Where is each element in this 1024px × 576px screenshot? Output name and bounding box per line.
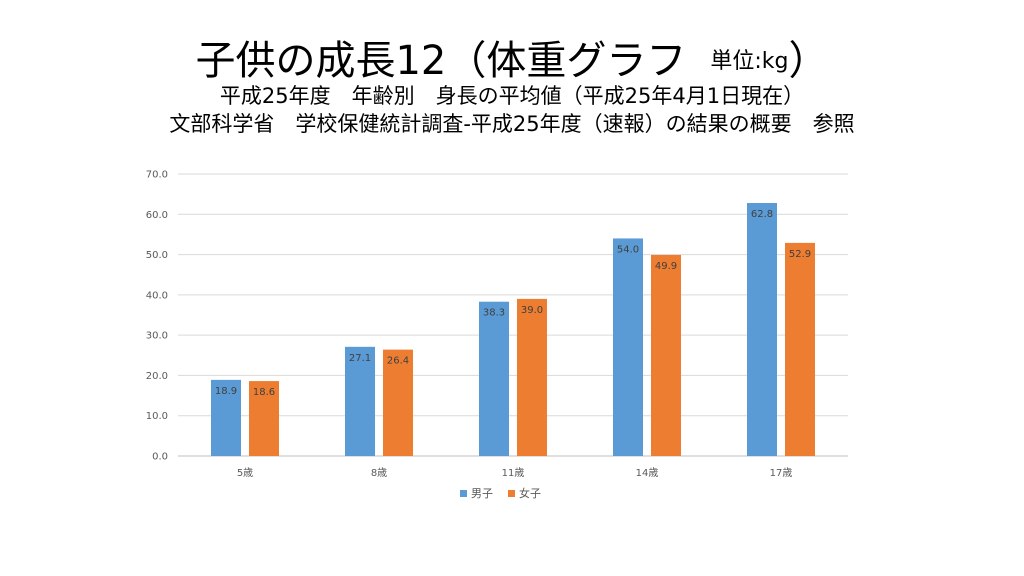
- chart-source: 文部科学省 学校保健統計調査-平成25年度（速報）の結果の概要 参照: [169, 112, 855, 136]
- bar: [345, 346, 375, 456]
- gridlines: [178, 173, 848, 457]
- y-tick-label: 60.0: [146, 210, 168, 221]
- x-tick-label: 5歳: [237, 467, 253, 479]
- y-tick-label: 30.0: [146, 331, 168, 342]
- data-label: 38.3: [483, 308, 505, 319]
- y-tick-label: 10.0: [146, 411, 168, 422]
- legend: 男子 女子: [460, 486, 541, 500]
- bar: [517, 298, 547, 456]
- data-label: 62.8: [751, 209, 773, 220]
- data-label: 27.1: [349, 353, 371, 364]
- bar: [613, 238, 643, 456]
- unit-close-paren: ）: [788, 38, 829, 84]
- bar: [785, 242, 815, 456]
- legend-swatch: [460, 490, 467, 497]
- bar: [383, 349, 413, 456]
- y-axis: 0.0 10.0 20.0 30.0 40.0 50.0 60.0 70.0: [146, 170, 168, 463]
- bars: 18.9 18.6 27.1 26.4 38.3 39.0 54.0 49.9 62.8 52.9: [211, 203, 815, 456]
- data-label: 52.9: [789, 249, 811, 260]
- legend-label: 男子: [471, 487, 493, 500]
- title-line-main: 子供の成長12（体重グラフ 単位:kg）: [0, 28, 1024, 86]
- data-label: 18.6: [253, 387, 275, 398]
- y-tick-label: 0.0: [152, 452, 168, 463]
- data-label: 18.9: [215, 386, 237, 397]
- chart-subtitle: 平成25年度 年齢別 身長の平均値（平成25年4月1日現在）: [219, 84, 805, 108]
- legend-label: 女子: [519, 486, 541, 500]
- data-label: 26.4: [387, 356, 409, 367]
- x-tick-label: 11歳: [502, 467, 525, 479]
- legend-swatch: [508, 490, 515, 497]
- bar: [479, 301, 509, 456]
- bar: [651, 254, 681, 456]
- x-tick-label: 17歳: [770, 467, 793, 479]
- data-label: 54.0: [617, 244, 639, 255]
- chart-title: 子供の成長12（体重グラフ: [195, 38, 687, 84]
- data-label: 49.9: [655, 261, 677, 272]
- data-label: 39.0: [521, 305, 543, 316]
- y-tick-label: 50.0: [146, 250, 168, 261]
- x-tick-label: 14歳: [636, 467, 659, 479]
- bar: [211, 379, 241, 456]
- bar: [747, 203, 777, 456]
- x-tick-label: 8歳: [371, 467, 387, 479]
- y-tick-label: 20.0: [146, 371, 168, 382]
- bar: [249, 381, 279, 456]
- y-tick-label: 40.0: [146, 290, 168, 301]
- x-axis: 5歳 8歳 11歳 14歳 17歳: [237, 467, 793, 479]
- unit-label: 単位:kg: [710, 49, 789, 74]
- y-tick-label: 70.0: [146, 170, 168, 181]
